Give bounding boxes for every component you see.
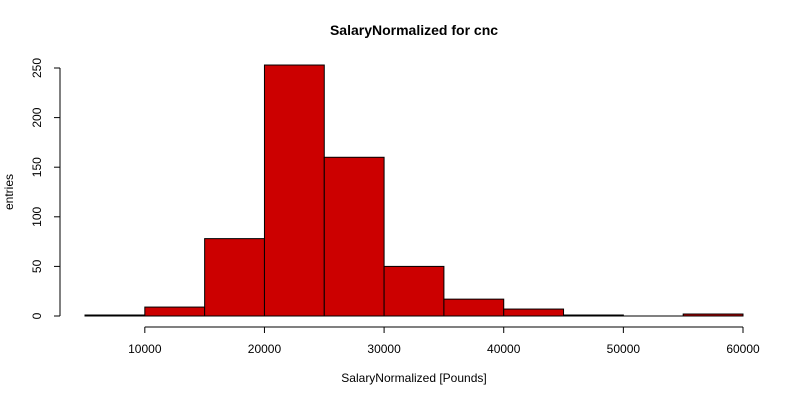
histogram-bar	[443, 298, 505, 317]
x-tick-label: 40000	[487, 342, 521, 356]
histogram-bar	[323, 156, 385, 317]
y-tick-label: 100	[30, 206, 44, 226]
x-tick-label: 50000	[607, 342, 641, 356]
x-axis: 10000 20000 30000 40000 50000 60000	[128, 326, 760, 356]
histogram-bar	[383, 265, 445, 317]
y-tick-label: 0	[30, 312, 44, 319]
histogram-bar	[84, 314, 146, 317]
y-tick-label: 200	[30, 107, 44, 127]
histogram-bar	[204, 238, 265, 317]
histogram-bar	[263, 64, 325, 317]
histogram-bar	[503, 308, 565, 317]
histogram-bar	[682, 313, 744, 317]
chart-title: SalaryNormalized for cnc	[330, 22, 498, 38]
y-tick-label: 50	[30, 259, 44, 273]
histogram-bar	[563, 314, 624, 317]
y-tick-label: 150	[30, 157, 44, 177]
y-tick-label: 250	[30, 58, 44, 78]
x-tick-label: 10000	[128, 342, 162, 356]
y-axis: 0 50 100 150 200 250	[30, 58, 61, 319]
x-tick-label: 20000	[248, 342, 282, 356]
histogram-bar	[144, 306, 206, 317]
x-tick-label: 60000	[726, 342, 760, 356]
bars-group	[84, 64, 744, 317]
x-axis-label: SalaryNormalized [Pounds]	[341, 371, 486, 385]
y-axis-label: entries	[2, 174, 16, 210]
x-tick-label: 30000	[367, 342, 401, 356]
